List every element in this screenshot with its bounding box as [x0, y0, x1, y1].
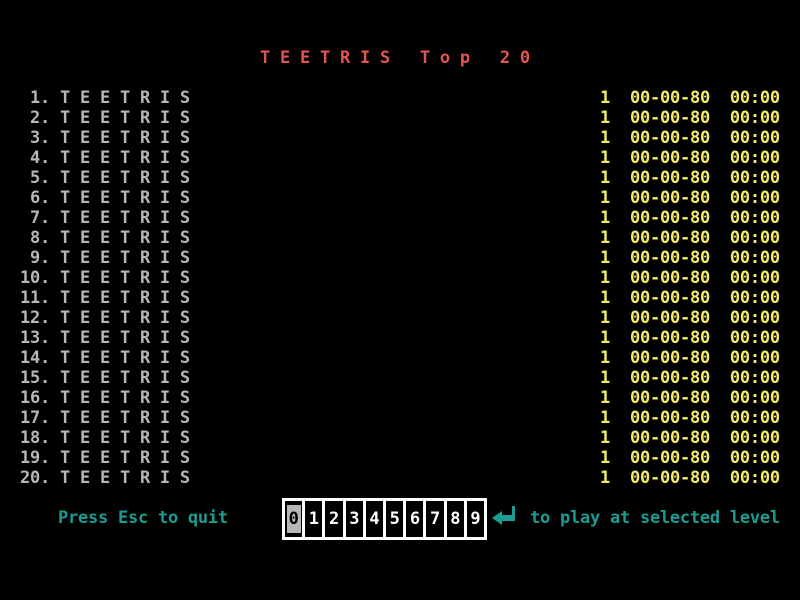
level-digit: 1 [308, 509, 319, 529]
row-rank-name: 20. T E E T R I S [20, 468, 190, 488]
score-table-row: 20. T E E T R I S 1 00-00-80 00:00 [0, 468, 800, 488]
level-cell-5[interactable]: 5 [383, 501, 403, 537]
score-table-row: 2. T E E T R I S 1 00-00-80 00:00 [0, 108, 800, 128]
row-rank-name: 2. T E E T R I S [20, 108, 190, 128]
row-score: 1 00-00-80 00:00 [600, 408, 780, 428]
row-rank-name: 10. T E E T R I S [20, 268, 190, 288]
row-score: 1 00-00-80 00:00 [600, 288, 780, 308]
row-rank-name: 17. T E E T R I S [20, 408, 190, 428]
score-table-row: 17. T E E T R I S 1 00-00-80 00:00 [0, 408, 800, 428]
row-score: 1 00-00-80 00:00 [600, 388, 780, 408]
score-table-row: 4. T E E T R I S 1 00-00-80 00:00 [0, 148, 800, 168]
level-cell-1[interactable]: 1 [302, 501, 322, 537]
row-score: 1 00-00-80 00:00 [600, 308, 780, 328]
quit-hint: Press Esc to quit [58, 508, 228, 528]
row-rank-name: 8. T E E T R I S [20, 228, 190, 248]
level-cell-6[interactable]: 6 [403, 501, 423, 537]
row-rank-name: 9. T E E T R I S [20, 248, 190, 268]
row-rank-name: 13. T E E T R I S [20, 328, 190, 348]
row-score: 1 00-00-80 00:00 [600, 108, 780, 128]
score-table-row: 7. T E E T R I S 1 00-00-80 00:00 [0, 208, 800, 228]
row-score: 1 00-00-80 00:00 [600, 348, 780, 368]
score-table-row: 1. T E E T R I S 1 00-00-80 00:00 [0, 88, 800, 108]
row-score: 1 00-00-80 00:00 [600, 428, 780, 448]
level-cell-2[interactable]: 2 [322, 501, 342, 537]
row-score: 1 00-00-80 00:00 [600, 248, 780, 268]
score-table-row: 13. T E E T R I S 1 00-00-80 00:00 [0, 328, 800, 348]
row-score: 1 00-00-80 00:00 [600, 268, 780, 288]
score-table-row: 9. T E E T R I S 1 00-00-80 00:00 [0, 248, 800, 268]
score-table-row: 14. T E E T R I S 1 00-00-80 00:00 [0, 348, 800, 368]
level-digit: 5 [389, 509, 400, 529]
level-digit: 0 [286, 505, 301, 533]
score-table-row: 5. T E E T R I S 1 00-00-80 00:00 [0, 168, 800, 188]
score-table-row: 12. T E E T R I S 1 00-00-80 00:00 [0, 308, 800, 328]
page-title: T E E T R I S T o p 2 0 [260, 48, 530, 68]
row-score: 1 00-00-80 00:00 [600, 208, 780, 228]
level-digit: 2 [329, 509, 339, 529]
return-arrow-icon [492, 506, 515, 525]
row-rank-name: 16. T E E T R I S [20, 388, 190, 408]
row-score: 1 00-00-80 00:00 [600, 228, 780, 248]
row-score: 1 00-00-80 00:00 [600, 448, 780, 468]
row-rank-name: 14. T E E T R I S [20, 348, 190, 368]
row-score: 1 00-00-80 00:00 [600, 328, 780, 348]
row-rank-name: 5. T E E T R I S [20, 168, 190, 188]
score-table-row: 10. T E E T R I S 1 00-00-80 00:00 [0, 268, 800, 288]
row-rank-name: 7. T E E T R I S [20, 208, 190, 228]
score-table-row: 8. T E E T R I S 1 00-00-80 00:00 [0, 228, 800, 248]
row-rank-name: 6. T E E T R I S [20, 188, 190, 208]
row-rank-name: 12. T E E T R I S [20, 308, 190, 328]
row-score: 1 00-00-80 00:00 [600, 188, 780, 208]
level-cell-3[interactable]: 3 [342, 501, 363, 537]
level-digit: 7 [430, 509, 441, 529]
level-digit: 4 [369, 509, 380, 529]
row-rank-name: 11. T E E T R I S [20, 288, 190, 308]
row-score: 1 00-00-80 00:00 [600, 168, 780, 188]
score-table-row: 3. T E E T R I S 1 00-00-80 00:00 [0, 128, 800, 148]
level-digit: 3 [349, 509, 360, 529]
score-table-row: 18. T E E T R I S 1 00-00-80 00:00 [0, 428, 800, 448]
row-score: 1 00-00-80 00:00 [600, 148, 780, 168]
score-table-row: 11. T E E T R I S 1 00-00-80 00:00 [0, 288, 800, 308]
score-rows: 1. T E E T R I S 1 00-00-80 00:00 2. T E… [0, 88, 800, 600]
row-score: 1 00-00-80 00:00 [600, 368, 780, 388]
row-rank-name: 19. T E E T R I S [20, 448, 190, 468]
level-digit: 8 [450, 509, 461, 529]
row-rank-name: 15. T E E T R I S [20, 368, 190, 388]
level-cell-9[interactable]: 9 [463, 501, 484, 537]
play-hint: to play at selected level [530, 508, 780, 528]
level-digit: 9 [470, 509, 481, 529]
row-score: 1 00-00-80 00:00 [600, 468, 780, 488]
level-cell-0[interactable]: 0 [285, 501, 302, 537]
row-rank-name: 18. T E E T R I S [20, 428, 190, 448]
score-table-row: 6. T E E T R I S 1 00-00-80 00:00 [0, 188, 800, 208]
row-rank-name: 3. T E E T R I S [20, 128, 190, 148]
level-cell-4[interactable]: 4 [362, 501, 383, 537]
level-cell-7[interactable]: 7 [423, 501, 443, 537]
row-score: 1 00-00-80 00:00 [600, 88, 780, 108]
row-rank-name: 4. T E E T R I S [20, 148, 190, 168]
level-cell-8[interactable]: 8 [443, 501, 464, 537]
row-score: 1 00-00-80 00:00 [600, 128, 780, 148]
score-table-row: 15. T E E T R I S 1 00-00-80 00:00 [0, 368, 800, 388]
score-table-row: 19. T E E T R I S 1 00-00-80 00:00 [0, 448, 800, 468]
score-table-row: 16. T E E T R I S 1 00-00-80 00:00 [0, 388, 800, 408]
level-digit: 6 [409, 509, 420, 529]
row-rank-name: 1. T E E T R I S [20, 88, 190, 108]
